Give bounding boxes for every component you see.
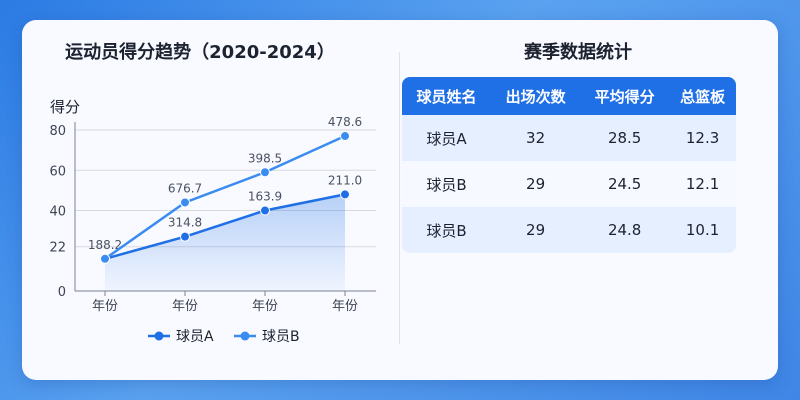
header-player-name: 球员姓名 (402, 77, 492, 115)
data-point (180, 231, 190, 242)
data-point (340, 189, 350, 200)
cell-player-name: 球员B (402, 207, 492, 253)
table-row: 球员B 29 24.5 12.1 (402, 161, 736, 207)
data-point (180, 197, 190, 208)
data-point (260, 205, 270, 216)
series-area-fill (105, 194, 345, 291)
x-tick-label: 年份 (92, 299, 118, 314)
table-row: 球员A 32 28.5 12.3 (402, 115, 736, 161)
series-line (104, 134, 346, 260)
y-tick-label: 60 (49, 164, 66, 179)
data-label: 314.8 (168, 216, 202, 230)
cell-appearances: 32 (491, 115, 581, 161)
season-stats-table: 球员姓名 出场次数 平均得分 总篮板 球员A 32 28.5 12.3 球员B … (402, 77, 736, 253)
table-title: 赛季数据统计 (524, 42, 632, 63)
legend-marker (154, 331, 164, 341)
data-label: 478.6 (328, 115, 362, 129)
y-tick-label: 0 (58, 285, 66, 300)
y-tick-label: 40 (49, 205, 66, 220)
cell-avg-score: 24.5 (580, 161, 670, 207)
data-point (260, 167, 270, 178)
cell-appearances: 29 (491, 161, 581, 207)
table-row: 球员B 29 24.8 10.1 (402, 207, 736, 253)
cell-total-rebounds: 12.3 (669, 115, 736, 161)
data-label: 398.5 (248, 151, 282, 165)
y-tick-label: 80 (49, 124, 66, 139)
header-total-rebounds: 总篮板 (669, 77, 736, 115)
data-point (100, 253, 110, 264)
cell-total-rebounds: 10.1 (669, 207, 736, 253)
x-tick-label: 年份 (332, 299, 358, 314)
cell-avg-score: 28.5 (580, 115, 670, 161)
cell-appearances: 29 (491, 207, 581, 253)
cell-total-rebounds: 12.1 (669, 161, 736, 207)
table-header-row: 球员姓名 出场次数 平均得分 总篮板 (402, 77, 736, 115)
data-point (340, 131, 350, 142)
panel-divider (399, 52, 400, 344)
data-label: 676.7 (168, 181, 202, 195)
data-label: 188.2 (88, 238, 122, 252)
header-appearances: 出场次数 (491, 77, 581, 115)
cell-player-name: 球员A (402, 115, 492, 161)
series-line (104, 193, 346, 261)
legend-label: 球员A (176, 329, 214, 345)
cell-avg-score: 24.8 (580, 207, 670, 253)
data-label: 211.0 (328, 173, 362, 187)
header-avg-score: 平均得分 (580, 77, 670, 115)
legend-marker (240, 331, 250, 341)
y-tick-label: 22 (49, 241, 66, 256)
chart-title: 运动员得分趋势（2020-2024） (65, 42, 335, 63)
x-tick-label: 年份 (252, 299, 278, 314)
y-axis-label: 得分 (50, 98, 80, 116)
line-chart: 得分 0 22 40 60 80 年份 年份 年份 年份 188.2 314.8 163.9 211.0 6… (49, 98, 376, 345)
x-tick-label: 年份 (172, 299, 198, 314)
legend-label: 球员B (262, 329, 300, 345)
cell-player-name: 球员B (402, 161, 492, 207)
data-label: 163.9 (248, 190, 282, 204)
